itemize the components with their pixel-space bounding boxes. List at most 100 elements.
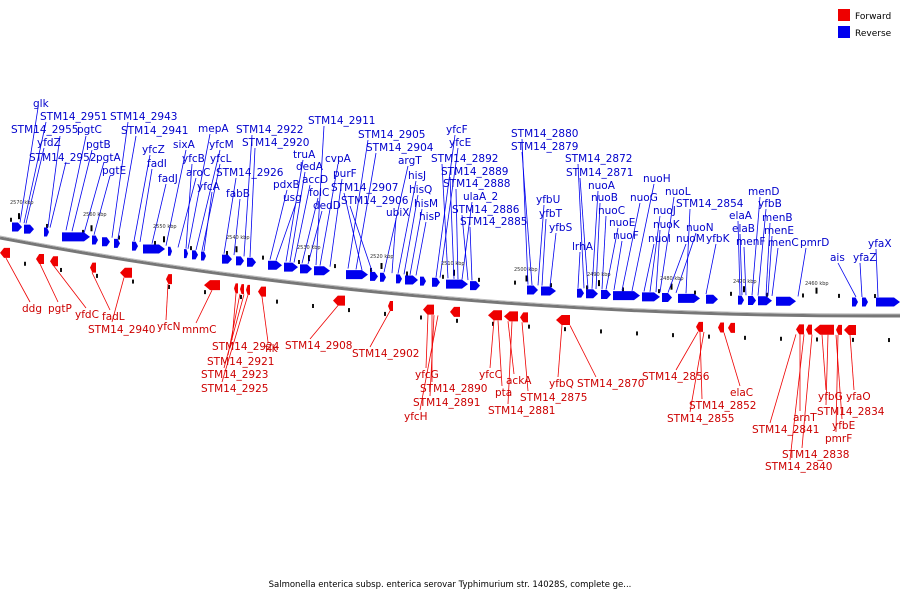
minor-tick [96,273,98,278]
minor-tick [874,294,876,299]
reverse-leader-line [435,134,456,278]
genome-backbone-highlight [0,235,900,315]
reverse-gene-arrow [541,286,556,296]
forward-leader-line [769,334,797,424]
reverse-gene-arrow [184,249,188,259]
reverse-gene-label: yfcZ [142,144,165,156]
reverse-gene-label: STM14_2871 [566,167,633,179]
reverse-gene-label: nuoI [648,233,671,245]
reverse-leader-line [737,220,741,296]
reverse-gene-arrow [222,254,232,264]
forward-gene-arrow [814,324,834,335]
forward-gene-arrow [246,284,250,295]
reverse-leader-line [117,135,137,239]
reverse-gene-arrow [678,293,700,303]
minor-tick [456,318,458,323]
major-tick [163,236,165,243]
reverse-leader-line [409,208,423,275]
minor-tick [276,299,278,304]
reverse-leader-line [111,121,129,238]
reverse-gene-arrow [662,293,672,303]
reverse-gene-label: cvpA [325,153,352,165]
reverse-leader-line [757,208,767,296]
reverse-gene-label: hisM [414,198,438,210]
forward-gene-label: arnT [793,412,817,424]
forward-leader-line [825,334,829,406]
reverse-leader-line [47,135,61,228]
reverse-leader-line [643,243,655,292]
forward-leader-line [489,320,495,369]
reverse-leader-line [667,243,687,293]
forward-leader-line [849,334,855,391]
reverse-gene-label: STM14_2892 [431,153,498,165]
reverse-leader-line [439,147,459,278]
reverse-leader-line [685,208,691,294]
reverse-leader-line [577,251,581,288]
forward-gene-label: STM14_2908 [285,340,352,352]
reverse-gene-arrow [432,277,440,287]
reverse-gene-label: STM14_2872 [565,153,632,165]
reverse-gene-arrow [613,291,640,301]
reverse-leader-line [461,201,473,280]
legend-forward-swatch [838,9,850,21]
forward-genes [0,247,856,335]
forward-gene-arrow [90,262,96,273]
reverse-leader-line [201,163,221,251]
reverse-gene-arrow [12,222,22,232]
minor-tick [550,283,552,288]
reverse-gene-arrow [62,232,90,242]
tick-label: 2510 kbp [441,261,465,267]
forward-gene-arrow [504,311,518,322]
reverse-gene-label: menB [762,212,793,224]
major-tick [525,275,528,282]
reverse-gene-label: menD [748,186,779,198]
forward-leader-line [91,272,111,311]
minor-tick [672,333,674,338]
reverse-gene-label: yfaX [868,238,892,250]
forward-leader-line [419,315,439,411]
reverse-gene-label: STM14_2880 [511,128,578,140]
forward-gene-arrow [240,284,244,295]
major-tick [743,286,745,293]
reverse-gene-label: hisJ [408,170,426,182]
minor-tick [262,255,264,260]
forward-leader-line [689,331,705,413]
forward-gene-arrow [556,315,570,326]
forward-gene-label: pta [495,387,512,399]
reverse-leader-line [751,196,761,296]
reverse-gene-label: mepA [198,123,229,135]
reverse-gene-arrow [201,251,206,261]
minor-tick [168,284,170,289]
reverse-gene-arrow [247,257,256,267]
reverse-gene-label: nuoC [598,205,625,217]
forward-gene-arrow [844,324,856,335]
reverse-gene-arrow [236,256,244,266]
major-tick [670,283,673,290]
forward-leader-line [429,315,435,397]
reverse-gene-label: STM14_2907 [331,182,398,194]
minor-tick [514,280,516,285]
reverse-leader-line [319,163,339,266]
forward-gene-arrow [806,324,812,335]
minor-tick [240,295,242,300]
reverse-gene-label: lrhA [572,241,594,253]
reverse-gene-arrow [346,270,368,280]
reverse-leader-line [65,135,87,231]
reverse-gene-label: menC [768,237,799,249]
reverse-gene-label: menF [736,236,765,248]
major-tick [308,255,310,262]
minor-tick [298,259,300,264]
forward-leader-line [801,334,813,449]
forward-gene-label: STM14_2841 [752,424,819,436]
reverse-gene-label: STM14_2889 [441,166,508,178]
reverse-leader-line [223,177,237,254]
reverse-leader-line [187,133,211,249]
reverse-leader-line [455,188,459,280]
forward-gene-label: yfbE [832,420,855,432]
reverse-gene-label: nuoK [653,219,681,231]
reverse-gene-label: STM14_2888 [443,178,510,190]
reverse-gene-label: STM14_2906 [341,195,409,207]
minor-tick [10,217,12,222]
reverse-gene-arrow [601,290,611,300]
reverse-gene-arrow [92,235,98,245]
